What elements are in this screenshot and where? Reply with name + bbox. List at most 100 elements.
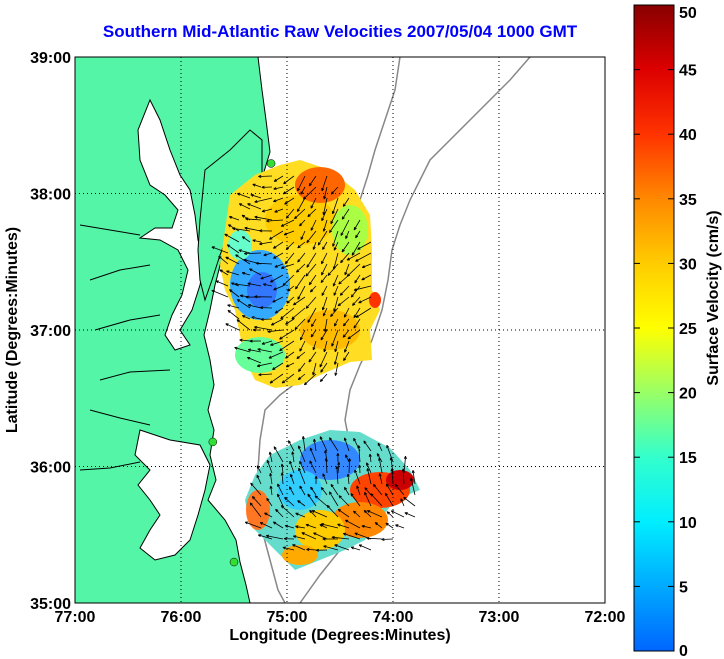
velocity-vector: [273, 175, 284, 182]
velocity-vector: [337, 523, 350, 529]
velocity-vector: [294, 318, 306, 330]
velocity-vector: [307, 493, 317, 507]
colorbar-tick-label: 10: [679, 515, 697, 532]
velocity-vector: [262, 283, 273, 287]
velocity-vector: [299, 485, 306, 496]
station-marker: [266, 159, 276, 168]
pamlico-sound: [134, 429, 211, 561]
velocity-vector: [285, 318, 295, 325]
velocity-vector: [277, 483, 284, 496]
velocity-vector: [251, 316, 262, 320]
velocity-vector: [310, 329, 317, 338]
velocity-vector: [341, 241, 350, 253]
colorbar: [633, 4, 675, 652]
x-tick-label: 77:00: [55, 609, 96, 626]
velocity-vector: [401, 468, 405, 485]
velocity-vector: [334, 544, 350, 551]
velocity-vector: [296, 263, 306, 273]
velocity-vector: [411, 469, 416, 485]
velocity-vector: [266, 497, 273, 507]
y-tick-labels: 39:00 38:00 37:00 36:00 35:00: [30, 50, 71, 613]
velocity-vector: [340, 219, 350, 236]
velocity-vector: [321, 208, 328, 222]
velocity-vector: [331, 197, 339, 215]
velocity-vector: [236, 299, 251, 309]
velocity-vector: [269, 485, 273, 496]
velocity-vector: [301, 436, 306, 452]
velocity-vector: [241, 236, 251, 243]
velocity-vector: [357, 241, 372, 250]
plot-frame: [74, 56, 606, 604]
velocity-vector: [295, 274, 306, 290]
velocity-vector: [361, 263, 372, 268]
rivers: [79, 224, 171, 471]
colorbar-label: Surface Velocity (cm/s): [705, 210, 722, 385]
velocity-vector: [269, 274, 284, 283]
x-tick-label: 72:00: [585, 609, 626, 626]
velocity-vector: [283, 175, 295, 185]
velocity-vector: [296, 197, 306, 213]
velocity-vector: [280, 472, 284, 485]
velocity-vector: [298, 467, 306, 485]
velocity-vector: [238, 249, 251, 254]
velocity-vector: [272, 362, 284, 370]
velocity-vector: [263, 252, 273, 257]
velocity-vector: [311, 510, 328, 518]
velocity-vector: [334, 340, 339, 353]
velocity-vector: [254, 295, 273, 299]
velocity-vector: [320, 362, 328, 373]
velocity-vector: [297, 175, 306, 192]
velocity-vector: [258, 373, 273, 377]
velocity-vector: [321, 285, 328, 296]
velocity-vector: [282, 274, 295, 287]
velocity-vector: [323, 340, 328, 353]
velocity-vector: [390, 510, 405, 518]
velocity-vector: [229, 289, 240, 298]
velocity-vector: [274, 208, 284, 213]
velocity-vector: [345, 230, 350, 239]
velocity-vector: [301, 532, 317, 540]
velocity-vector: [234, 282, 251, 287]
velocity-vector: [329, 219, 339, 234]
velocity-vector: [299, 340, 306, 352]
velocity-vector: [259, 241, 273, 246]
velocity-vector: [314, 495, 328, 507]
velocity-vector: [247, 282, 262, 287]
station-markers: [208, 159, 276, 567]
velocity-vector: [363, 440, 372, 452]
velocity-vector: [269, 472, 273, 485]
x-tick-label: 75:00: [267, 609, 308, 626]
velocity-vector: [284, 252, 295, 265]
velocity-vector: [228, 216, 240, 221]
velocity-vector: [247, 203, 262, 210]
velocity-vector: [250, 194, 262, 199]
colorbar-tick-label: 40: [679, 127, 697, 144]
velocity-vectors: [211, 174, 416, 552]
velocity-vector: [261, 185, 273, 189]
velocity-vector: [259, 229, 273, 233]
velocity-vector: [351, 241, 361, 256]
velocity-vector: [354, 469, 361, 485]
velocity-vector: [294, 208, 306, 220]
velocity-vector: [317, 230, 328, 246]
velocity-vector: [319, 351, 328, 368]
velocity-vector: [307, 208, 317, 218]
velocity-vector: [343, 437, 350, 452]
velocity-vector: [261, 208, 273, 213]
velocity-vector: [244, 521, 262, 529]
y-tick-label: 39:00: [30, 50, 71, 67]
velocity-vector: [346, 252, 361, 261]
velocity-vector: [254, 215, 273, 221]
velocity-vector: [285, 208, 295, 219]
velocity-vector: [312, 362, 317, 376]
velocity-vector: [355, 230, 361, 239]
velocity-vector: [282, 546, 295, 551]
velocity-vector: [319, 436, 328, 452]
velocity-vector: [272, 241, 284, 249]
velocity-vector: [268, 351, 284, 359]
velocity-vector: [303, 373, 317, 386]
velocity-vector: [247, 348, 262, 353]
velocity-vector: [297, 285, 306, 300]
velocity-vector: [265, 534, 284, 540]
